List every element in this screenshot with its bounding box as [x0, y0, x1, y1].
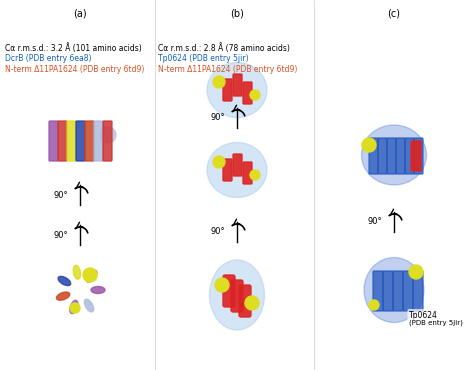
- FancyBboxPatch shape: [413, 271, 423, 311]
- FancyBboxPatch shape: [403, 271, 413, 311]
- FancyBboxPatch shape: [243, 82, 252, 104]
- Text: (PDB entry 5jir): (PDB entry 5jir): [409, 320, 463, 326]
- Circle shape: [369, 300, 379, 310]
- FancyBboxPatch shape: [85, 121, 94, 161]
- Text: Cα r.m.s.d.: 3.2 Å (101 amino acids): Cα r.m.s.d.: 3.2 Å (101 amino acids): [5, 43, 142, 53]
- FancyBboxPatch shape: [383, 271, 393, 311]
- Ellipse shape: [86, 270, 97, 282]
- Text: DcrB (PDB entry 6ea8): DcrB (PDB entry 6ea8): [5, 54, 91, 63]
- Ellipse shape: [362, 125, 427, 185]
- Text: Tp0624: Tp0624: [409, 310, 438, 320]
- Circle shape: [213, 76, 225, 88]
- Circle shape: [245, 296, 259, 310]
- Text: 90°: 90°: [54, 231, 68, 239]
- FancyBboxPatch shape: [387, 138, 396, 174]
- FancyBboxPatch shape: [393, 271, 403, 311]
- Ellipse shape: [58, 276, 71, 286]
- Text: 90°: 90°: [54, 191, 68, 199]
- FancyBboxPatch shape: [231, 280, 243, 312]
- Circle shape: [409, 265, 423, 279]
- Ellipse shape: [70, 300, 78, 314]
- Circle shape: [100, 127, 116, 143]
- Text: (c): (c): [388, 8, 401, 18]
- FancyBboxPatch shape: [223, 275, 235, 307]
- FancyBboxPatch shape: [411, 141, 421, 171]
- FancyBboxPatch shape: [76, 121, 85, 161]
- FancyBboxPatch shape: [223, 79, 232, 101]
- Circle shape: [70, 303, 80, 313]
- Text: Tp0624 (PDB entry 5jir): Tp0624 (PDB entry 5jir): [158, 54, 249, 63]
- Ellipse shape: [91, 286, 105, 293]
- FancyBboxPatch shape: [49, 121, 58, 161]
- Ellipse shape: [56, 292, 70, 300]
- Circle shape: [250, 90, 260, 100]
- Ellipse shape: [84, 299, 94, 312]
- Ellipse shape: [364, 258, 424, 323]
- FancyBboxPatch shape: [58, 121, 67, 161]
- FancyBboxPatch shape: [233, 74, 242, 96]
- FancyBboxPatch shape: [233, 154, 242, 176]
- Text: N-term Δ11PA1624 (PDB entry 6td9): N-term Δ11PA1624 (PDB entry 6td9): [158, 65, 297, 74]
- FancyBboxPatch shape: [414, 138, 423, 174]
- FancyBboxPatch shape: [373, 271, 383, 311]
- Text: N-term Δ11PA1624 (PDB entry 6td9): N-term Δ11PA1624 (PDB entry 6td9): [5, 65, 145, 74]
- Text: 90°: 90°: [210, 228, 225, 236]
- Text: Cα r.m.s.d.: 2.8 Å (78 amino acids): Cα r.m.s.d.: 2.8 Å (78 amino acids): [158, 43, 290, 53]
- Ellipse shape: [210, 260, 264, 330]
- FancyBboxPatch shape: [103, 121, 112, 161]
- FancyBboxPatch shape: [396, 138, 405, 174]
- FancyBboxPatch shape: [239, 285, 251, 317]
- Text: (b): (b): [230, 8, 244, 18]
- Circle shape: [213, 156, 225, 168]
- Text: (a): (a): [73, 8, 87, 18]
- FancyBboxPatch shape: [67, 121, 76, 161]
- FancyBboxPatch shape: [378, 138, 387, 174]
- Circle shape: [215, 278, 229, 292]
- FancyBboxPatch shape: [369, 138, 378, 174]
- FancyBboxPatch shape: [243, 162, 252, 184]
- Circle shape: [250, 170, 260, 180]
- FancyBboxPatch shape: [94, 121, 103, 161]
- FancyBboxPatch shape: [405, 138, 414, 174]
- Ellipse shape: [207, 63, 267, 118]
- Ellipse shape: [207, 142, 267, 198]
- Text: 90°: 90°: [210, 114, 225, 122]
- Circle shape: [362, 138, 376, 152]
- Circle shape: [83, 268, 97, 282]
- Ellipse shape: [73, 265, 81, 279]
- Text: 90°: 90°: [367, 218, 382, 226]
- FancyBboxPatch shape: [223, 159, 232, 181]
